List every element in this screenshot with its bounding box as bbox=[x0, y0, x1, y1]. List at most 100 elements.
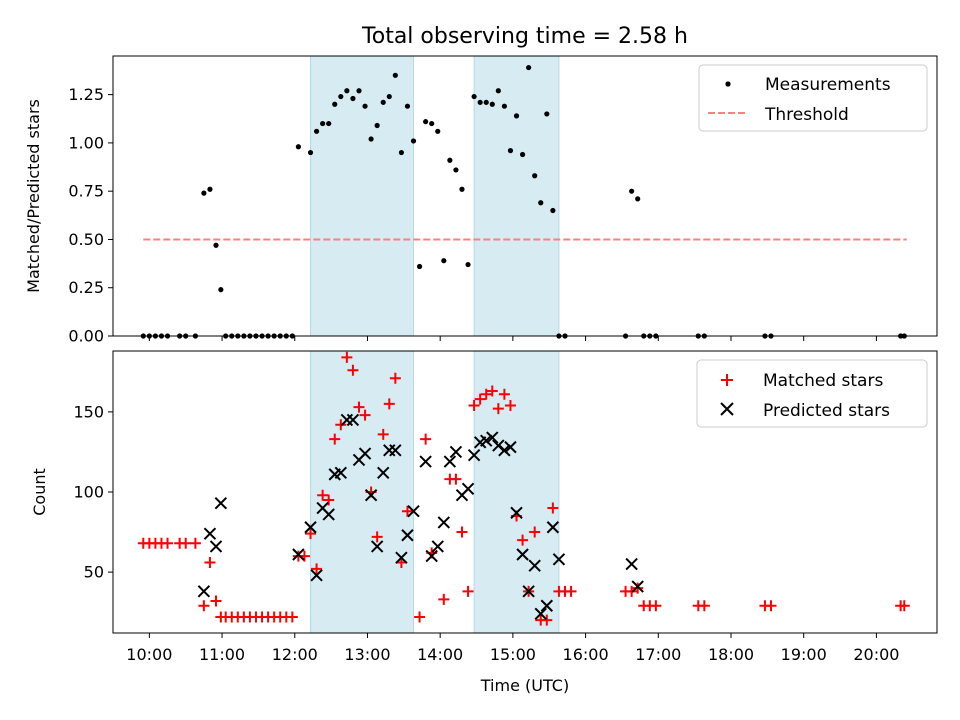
measurement-point bbox=[471, 93, 477, 100]
predicted-point bbox=[486, 431, 499, 444]
top-axes-frame bbox=[112, 55, 938, 337]
matched-point bbox=[474, 393, 486, 405]
measurement-point bbox=[477, 99, 483, 105]
predicted-point bbox=[370, 540, 384, 553]
measurement-point bbox=[332, 101, 338, 107]
predicted-point bbox=[425, 549, 438, 563]
predicted-point bbox=[528, 559, 541, 572]
measurement-point bbox=[447, 157, 453, 163]
matched-point bbox=[286, 611, 298, 623]
y-tick-label: 150 bbox=[73, 402, 104, 421]
matched-point bbox=[383, 398, 395, 410]
y-tick-label: 0.25 bbox=[68, 278, 104, 297]
measurement-point bbox=[338, 93, 344, 100]
predicted-point bbox=[546, 521, 560, 534]
matched-stars-series bbox=[137, 351, 910, 626]
matched-point bbox=[305, 528, 317, 540]
matched-point bbox=[498, 388, 510, 400]
matched-point bbox=[486, 385, 498, 397]
matched-point bbox=[492, 403, 504, 415]
measurement-point bbox=[483, 99, 489, 105]
predicted-point bbox=[467, 448, 481, 462]
measurement-point bbox=[410, 138, 417, 144]
y-tick-label: 1.25 bbox=[68, 85, 104, 104]
predicted-point bbox=[449, 445, 463, 459]
matched-point bbox=[371, 531, 383, 543]
predicted-point bbox=[437, 516, 451, 529]
predicted-point bbox=[346, 413, 360, 427]
predicted-point bbox=[292, 548, 305, 561]
bottom-legend: Matched stars Predicted stars bbox=[696, 359, 928, 428]
matched-point bbox=[204, 557, 216, 568]
predicted-point bbox=[498, 444, 511, 457]
matched-point bbox=[189, 537, 201, 549]
predicted-point bbox=[310, 569, 323, 582]
matched-point bbox=[650, 600, 662, 612]
legend-measurements-label: Measurements bbox=[765, 75, 891, 95]
matched-point bbox=[210, 595, 222, 607]
x-tick-label: 15:00 bbox=[490, 645, 536, 664]
legend-predicted-marker bbox=[720, 402, 734, 416]
y-tick-label: 100 bbox=[73, 483, 104, 502]
matched-point bbox=[456, 526, 468, 538]
top-y-ticks: 0.00 0.25 0.50 0.75 1.00 1.25 bbox=[68, 85, 113, 346]
measurement-point bbox=[313, 128, 320, 134]
predicted-point bbox=[389, 444, 402, 457]
bottom-y-axis-label: Count bbox=[30, 468, 49, 516]
matched-point bbox=[414, 611, 426, 623]
matched-point bbox=[462, 585, 474, 597]
measurement-point bbox=[326, 120, 332, 127]
matched-point bbox=[504, 399, 516, 411]
measurement-point bbox=[429, 120, 435, 127]
top-y-axis-label: Matched/Predicted stars bbox=[24, 99, 43, 293]
measurement-point bbox=[362, 103, 368, 109]
predicted-point bbox=[461, 482, 475, 496]
predicted-point bbox=[480, 434, 493, 447]
measurement-point bbox=[459, 186, 465, 192]
measurement-point bbox=[507, 148, 514, 154]
top-x-ticks bbox=[148, 336, 877, 341]
x-tick-label: 11:00 bbox=[199, 645, 245, 664]
y-tick-label: 0.00 bbox=[68, 327, 104, 346]
measurement-point bbox=[423, 119, 429, 125]
matched-point bbox=[317, 489, 329, 501]
predicted-point bbox=[431, 540, 444, 553]
shaded-interval bbox=[310, 55, 415, 337]
matched-point bbox=[162, 537, 174, 549]
matched-point bbox=[438, 593, 450, 605]
measurement-point bbox=[465, 261, 471, 268]
x-tick-label: 12:00 bbox=[272, 645, 318, 664]
measurement-point bbox=[295, 144, 301, 150]
predicted-point bbox=[395, 551, 408, 564]
matched-point bbox=[341, 351, 353, 363]
measurement-point bbox=[307, 149, 314, 156]
matched-point bbox=[198, 600, 210, 612]
matched-point bbox=[353, 401, 365, 413]
legend-threshold-label: Threshold bbox=[764, 105, 849, 125]
bottom-y-ticks: 50 100 150 bbox=[73, 402, 113, 582]
matched-point bbox=[450, 473, 462, 485]
y-tick-label: 0.50 bbox=[68, 230, 104, 249]
measurement-point bbox=[416, 263, 423, 270]
x-tick-label: 16:00 bbox=[563, 645, 609, 664]
measurement-point bbox=[453, 167, 459, 173]
predicted-point bbox=[377, 466, 390, 479]
measurement-point bbox=[526, 64, 532, 71]
measurement-point bbox=[532, 173, 538, 179]
predicted-point bbox=[214, 497, 228, 510]
measurement-point bbox=[374, 122, 380, 129]
predicted-point bbox=[209, 540, 223, 553]
x-tick-label: 19:00 bbox=[781, 645, 827, 664]
measurement-point bbox=[218, 287, 224, 293]
bottom-legend-box bbox=[696, 359, 928, 428]
y-tick-label: 50 bbox=[84, 563, 104, 582]
top-legend-box bbox=[698, 64, 928, 132]
x-tick-label: 17:00 bbox=[635, 645, 681, 664]
matched-point bbox=[698, 600, 710, 612]
predicted-point bbox=[358, 447, 372, 460]
matched-point bbox=[420, 433, 432, 445]
bottom-x-ticks: 10:00 11:00 12:00 13:00 14:00 15:00 16:00 17:00… bbox=[126, 633, 899, 664]
predicted-point bbox=[540, 599, 554, 612]
